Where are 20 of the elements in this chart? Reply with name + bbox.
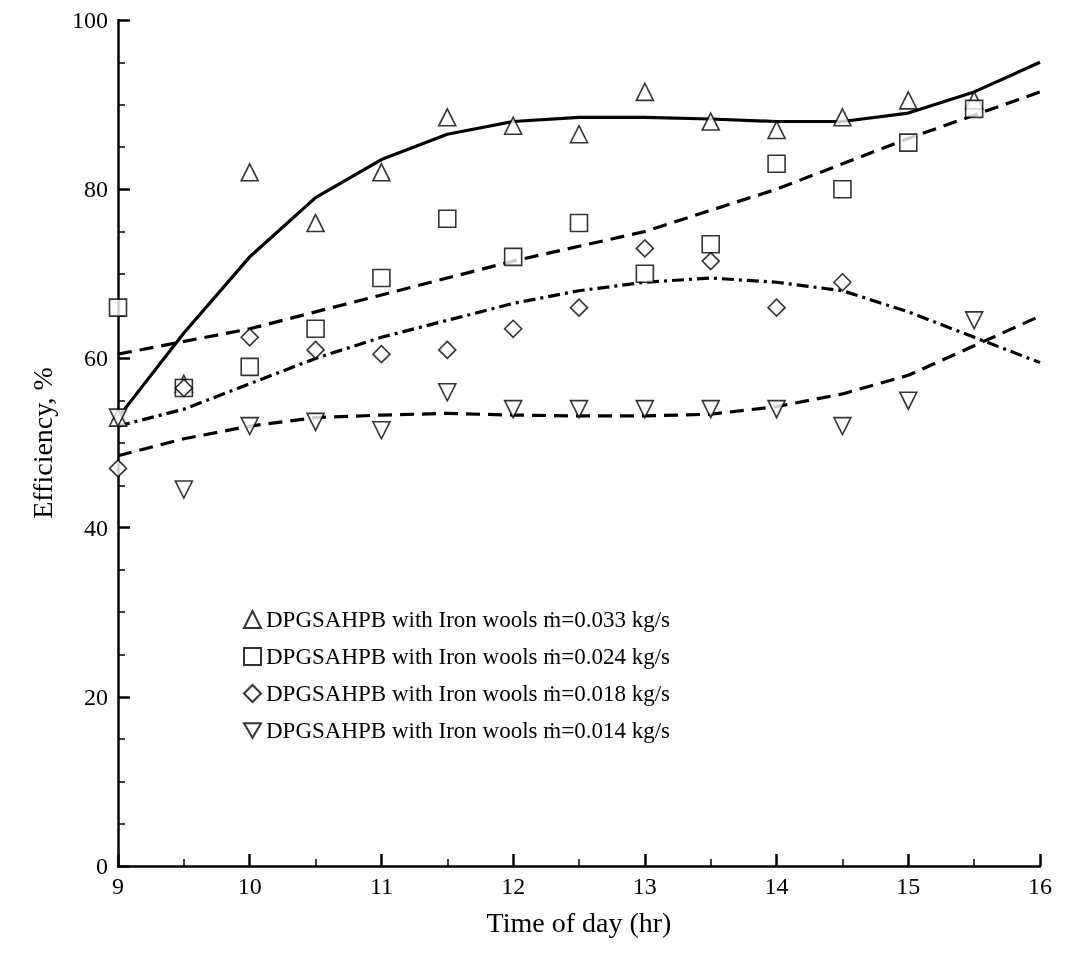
x-tick-label: 10 (237, 873, 262, 899)
legend-label: DPGSAHPB with Iron wools ṁ=0.014 kg/s (266, 718, 671, 743)
x-tick-label: 13 (632, 873, 657, 899)
x-axis-title: Time of day (hr) (486, 906, 672, 938)
x-tick-label: 16 (1028, 873, 1052, 899)
x-tick-label: 11 (369, 873, 393, 899)
x-tick-label: 9 (112, 873, 124, 899)
y-tick-label: 60 (84, 345, 108, 372)
y-tick-label: 0 (96, 853, 108, 879)
legend-label: DPGSAHPB with Iron wools ṁ=0.033 kg/s (266, 607, 671, 632)
y-tick-label: 100 (72, 7, 108, 33)
y-tick-label: 40 (84, 514, 108, 541)
x-tick-label: 14 (764, 873, 789, 899)
x-tick-label: 15 (896, 873, 921, 899)
y-axis-title: Efficiency, % (26, 367, 58, 519)
y-tick-label: 80 (84, 176, 108, 203)
y-tick-label: 20 (84, 683, 108, 710)
legend-label: DPGSAHPB with Iron wools ṁ=0.018 kg/s (266, 681, 671, 706)
x-tick-label: 12 (501, 873, 526, 899)
legend-label: DPGSAHPB with Iron wools ṁ=0.024 kg/s (266, 644, 671, 669)
